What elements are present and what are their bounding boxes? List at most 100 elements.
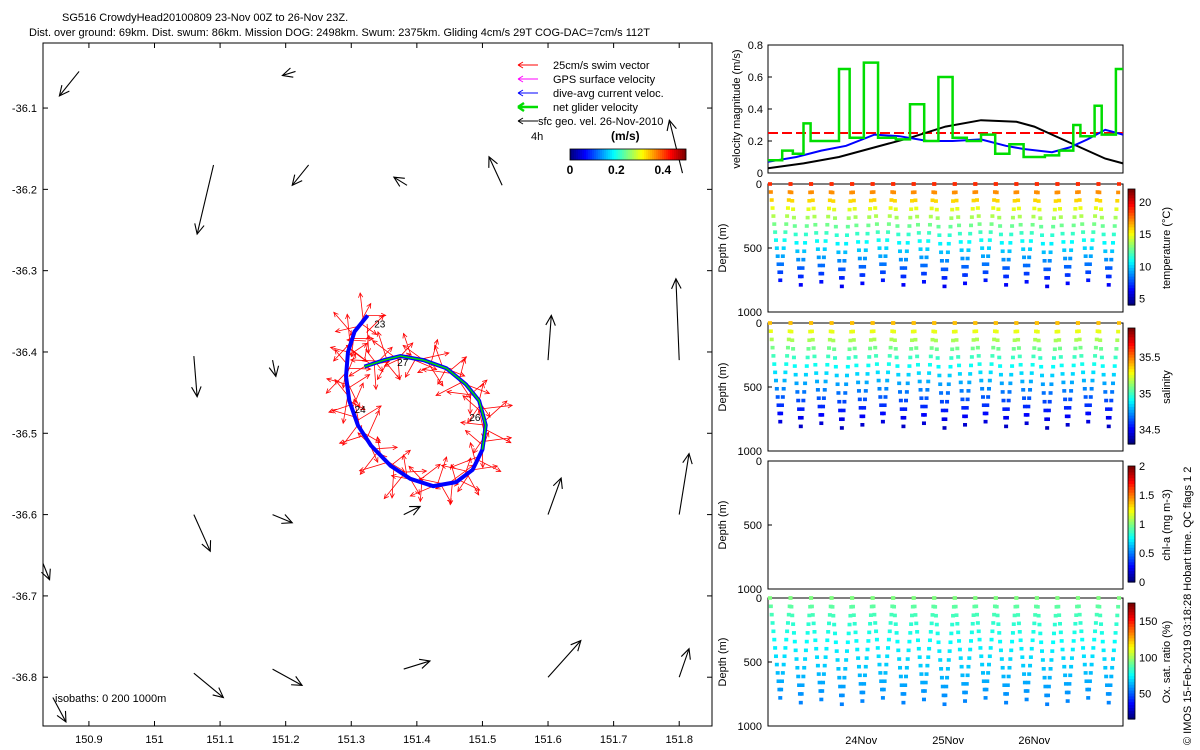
dive-sample [1056,329,1061,334]
dive-sample [1066,414,1071,419]
swim-vector [374,445,399,451]
dive-sample [1057,621,1062,626]
dive-sample [978,230,983,234]
section-colorbar-swatch [1128,626,1135,630]
dive-sample [771,354,776,358]
colorbar-swatch [594,149,597,160]
dive-sample [953,190,958,195]
map-y-tick-label: -36.5 [12,428,37,440]
dive-sample [1099,622,1104,626]
dive-sample [855,231,860,236]
dive-sample [850,190,855,195]
colorbar-swatch [662,149,665,160]
dive-sample [815,655,820,659]
section-colorbar-swatch [1128,426,1135,431]
dive-sample [913,198,918,203]
section-colorbar-swatch [1128,403,1135,407]
colorbar-swatch [648,149,651,160]
velocity-y-tick-label: 0.8 [748,40,763,52]
map-frame [42,42,713,727]
dive-sample [1050,233,1055,237]
dive-sample [954,613,959,617]
swim-vector [347,374,371,389]
dive-sample [862,264,867,269]
dive-sample [809,604,814,609]
section-colorbar-swatch [1128,652,1135,656]
dive-sample [1029,646,1034,651]
dive-sample [874,222,879,226]
section-colorbar-tick: 100 [1139,652,1157,664]
dive-sample [1000,390,1005,394]
dive-sample [1067,682,1072,686]
dive-sample [790,199,795,203]
section-colorbar-swatch [1128,614,1135,619]
dive-sample [779,411,784,416]
dive-sample [814,646,819,651]
section-colorbar-tick: 1 [1139,519,1145,531]
swim-vector [449,356,468,372]
map-x-tick-label: 151.5 [469,734,497,746]
swim-vector [325,372,347,394]
swim-vector [481,403,514,410]
dive-sample [913,613,918,617]
dive-sample [991,206,996,210]
dive-sample [945,259,950,263]
day-label: 24 [355,405,367,416]
dive-sample [1082,246,1087,250]
dive-sample [1038,356,1043,360]
swim-vector [417,363,436,373]
section-colorbar-swatch [1128,432,1135,436]
dive-sample [1027,396,1032,400]
dive-sample [1102,657,1107,661]
dive-sample [810,337,815,342]
colorbar-swatch [650,149,653,160]
dive-sample [1051,631,1056,636]
dive-sample [815,388,820,392]
section-colorbar-swatch [1128,672,1135,677]
dive-sample [1081,646,1086,650]
dive-sample [1020,379,1025,384]
dive-sample [793,232,798,237]
dive-sample [798,700,803,705]
section-colorbar-label: Ox. sat. ratio (%) [1161,621,1173,704]
section-colorbar-swatch [1128,678,1135,682]
dive-sample [932,321,937,325]
dive-sample [806,622,811,626]
dive-sample [1075,182,1080,186]
colorbar-swatch [630,149,633,160]
dive-sample [1116,329,1121,334]
dive-sample [1035,190,1040,195]
dive-sample [791,622,796,626]
dive-sample [861,414,866,419]
dive-sample [896,232,901,237]
dive-sample [909,338,914,343]
dive-sample [844,649,849,653]
dive-sample [866,639,871,643]
legend-label-gps: GPS surface velocity [553,74,656,86]
section-colorbar-swatch [1128,365,1135,370]
swim-vector [334,348,348,365]
dive-sample [967,380,972,385]
colorbar-swatch [578,149,581,160]
dive-sample [1101,648,1106,653]
swim-vector [484,428,512,444]
dive-sample [903,266,908,270]
dive-sample [1070,231,1075,236]
section-colorbar-swatch [1128,634,1135,639]
dive-sample [1067,264,1072,269]
dive-sample [771,214,776,218]
dive-sample [1067,406,1072,410]
dive-sample [1069,248,1074,253]
dive-sample [866,363,871,368]
dive-sample [1046,693,1051,698]
dive-sample [769,612,774,617]
colorbar-swatch [682,149,685,160]
dive-sample [785,206,790,210]
dive-sample [998,232,1003,237]
dive-sample [1073,621,1078,626]
section-colorbar-swatch [1128,362,1135,367]
dive-sample [1090,238,1095,242]
dive-sample [1093,621,1098,625]
dive-sample [961,682,966,686]
